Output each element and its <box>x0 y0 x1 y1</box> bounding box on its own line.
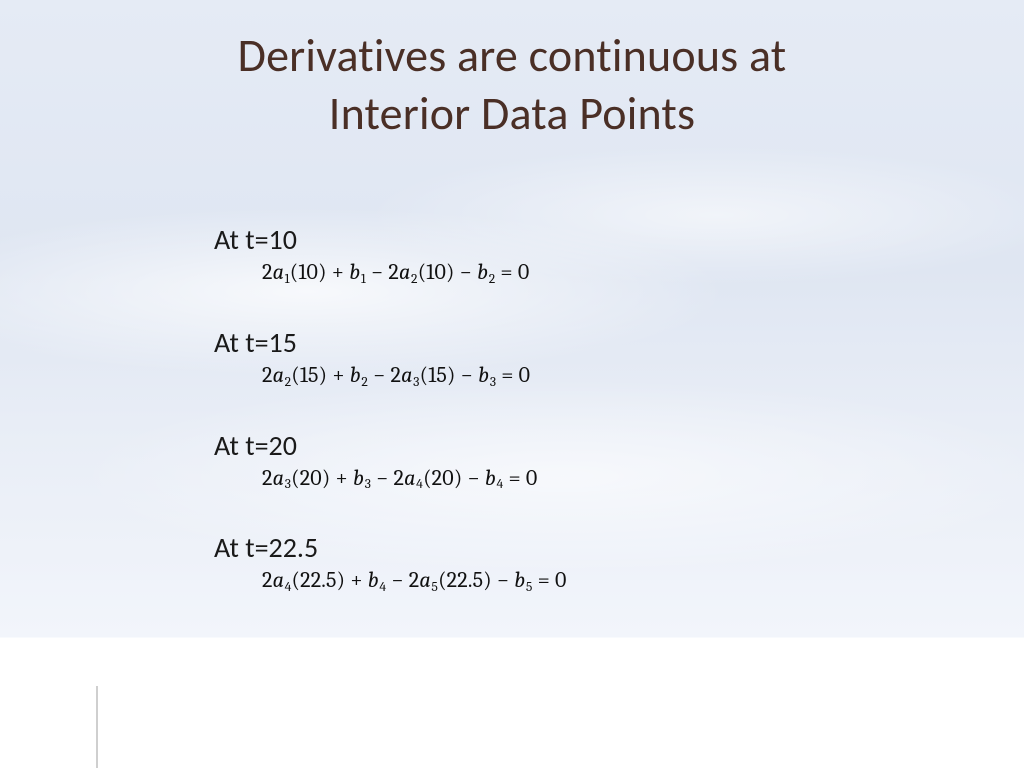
title-line-2: Interior Data Points <box>329 86 695 142</box>
equation-block-4: At t=22.5 2a4(22.5) + b4 − 2a5(22.5) − b… <box>214 530 567 595</box>
equation-expr: 2a3(20) + b3 − 2a4(20) − b4 = 0 <box>262 465 567 493</box>
equation-block-2: At t=15 2a2(15) + b2 − 2a3(15) − b3 = 0 <box>214 325 567 390</box>
slide: Derivatives are continuous at Interior D… <box>0 0 1024 768</box>
equation-expr: 2a4(22.5) + b4 − 2a5(22.5) − b5 = 0 <box>262 567 567 595</box>
equation-expr: 2a2(15) + b2 − 2a3(15) − b3 = 0 <box>262 362 567 390</box>
equation-label: At t=20 <box>214 428 567 463</box>
slide-title: Derivatives are continuous at Interior D… <box>0 0 1024 143</box>
equation-label: At t=22.5 <box>214 530 567 565</box>
footer-divider <box>96 686 98 768</box>
equation-block-1: At t=10 2a1(10) + b1 − 2a2(10) − b2 = 0 <box>214 222 567 287</box>
title-line-1: Derivatives are continuous at <box>238 28 787 84</box>
equation-label: At t=10 <box>214 222 567 257</box>
equation-block-3: At t=20 2a3(20) + b3 − 2a4(20) − b4 = 0 <box>214 428 567 493</box>
equation-expr: 2a1(10) + b1 − 2a2(10) − b2 = 0 <box>262 259 567 287</box>
content-area: At t=10 2a1(10) + b1 − 2a2(10) − b2 = 0 … <box>214 222 567 633</box>
equation-label: At t=15 <box>214 325 567 360</box>
